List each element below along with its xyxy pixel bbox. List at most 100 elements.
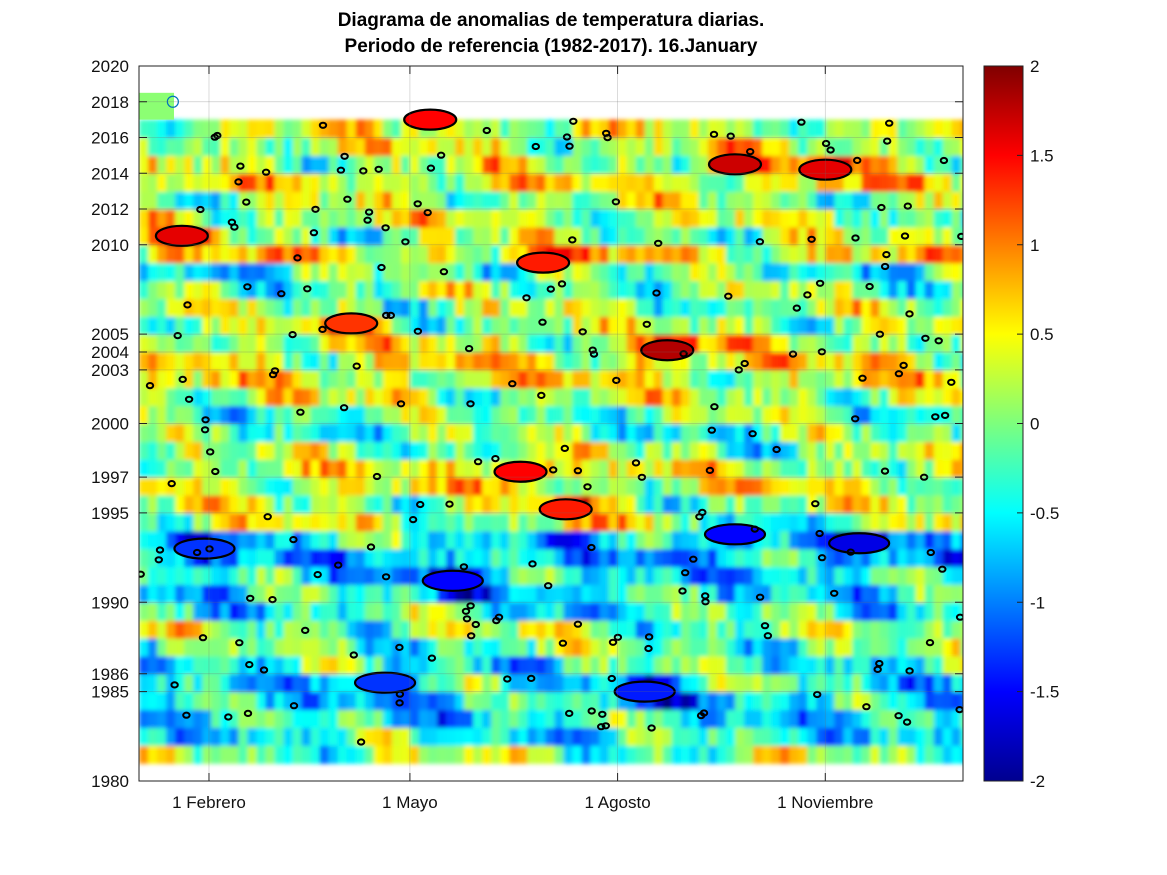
heatmap-cell — [753, 209, 763, 228]
heatmap-cell — [473, 638, 483, 657]
heatmap-cell — [825, 369, 835, 389]
y-axis: 1980198519861990199519972000200320042005… — [91, 57, 963, 791]
heatmap-cell — [166, 352, 176, 371]
heatmap-cell — [437, 173, 447, 192]
heatmap-cell — [193, 191, 203, 210]
colorbar-tick-label: -0.5 — [1030, 504, 1059, 523]
heatmap-cell — [491, 477, 501, 496]
heatmap-cell — [193, 655, 203, 675]
heatmap-cell — [762, 638, 772, 657]
heatmap-cell — [355, 584, 366, 603]
contour-speck — [363, 216, 372, 224]
heatmap-cell — [861, 477, 871, 496]
heatmap-cell — [662, 387, 673, 407]
heatmap-cell — [572, 352, 582, 371]
contour-speck — [491, 455, 500, 463]
y-tick-label: 1990 — [91, 593, 129, 612]
heatmap-cell — [563, 655, 573, 675]
heatmap-cell — [310, 441, 321, 460]
heatmap-cell — [446, 441, 456, 460]
heatmap-cell — [671, 298, 682, 317]
heatmap-cell — [455, 405, 465, 425]
heatmap-cell — [491, 280, 501, 299]
heatmap-cell — [726, 638, 736, 657]
heatmap-cell — [157, 387, 167, 407]
heatmap-cell — [400, 191, 411, 210]
heatmap-cell — [698, 727, 709, 746]
heatmap-cell — [861, 691, 871, 711]
heatmap-cell — [202, 155, 212, 174]
heatmap-cell — [789, 423, 799, 442]
heatmap-cell — [274, 530, 285, 550]
heatmap-cell — [491, 602, 501, 621]
heatmap-cell — [527, 352, 537, 371]
heatmap-cell — [689, 423, 700, 442]
heatmap-cell — [166, 262, 176, 282]
heatmap-cell — [906, 691, 917, 711]
heatmap-cell — [545, 405, 555, 425]
heatmap-cell — [265, 280, 275, 299]
heatmap-cell — [139, 530, 149, 550]
heatmap-cell — [707, 352, 718, 371]
heatmap-cell — [292, 655, 303, 675]
heatmap-cell — [310, 119, 321, 139]
contour-speck — [277, 290, 286, 298]
heatmap-cell — [608, 423, 619, 442]
heatmap-cell — [337, 441, 348, 460]
heatmap-cell — [834, 191, 844, 210]
colorbar-tick-label: 1.5 — [1030, 146, 1054, 165]
heatmap-cell — [644, 191, 655, 210]
contour-speck — [921, 334, 930, 342]
heatmap-cell — [554, 727, 564, 746]
heatmap-cell — [418, 352, 429, 371]
heatmap-cell — [337, 709, 348, 728]
heatmap-cell — [897, 655, 908, 675]
heatmap-cell — [373, 209, 384, 228]
heatmap-cell — [924, 423, 935, 442]
heatmap-cell — [897, 727, 908, 746]
heatmap-cell — [807, 262, 817, 282]
heatmap-cell — [590, 280, 601, 299]
heatmap-cell — [906, 638, 917, 657]
contour-speck — [235, 639, 244, 647]
heatmap-cell — [482, 191, 492, 210]
heatmap-cell — [915, 244, 926, 264]
heatmap-cell — [382, 655, 393, 675]
heatmap-cell — [211, 262, 221, 282]
heatmap-cell — [148, 530, 158, 550]
heatmap-cell — [157, 369, 167, 389]
contour-speck — [573, 620, 583, 628]
heatmap-cell — [364, 745, 375, 764]
heatmap-cell — [509, 727, 519, 746]
heatmap-cell — [626, 602, 637, 621]
heatmap-cell — [400, 209, 411, 228]
heatmap-cell — [960, 352, 963, 371]
contour-speck — [395, 699, 404, 707]
heatmap-cell — [518, 119, 528, 139]
heatmap-cell — [933, 477, 944, 496]
heatmap-cell — [951, 584, 962, 603]
heatmap-cell — [581, 566, 592, 585]
heatmap-cell — [942, 173, 953, 192]
heatmap-cell — [635, 459, 646, 478]
heatmap-cell — [301, 423, 312, 442]
heatmap-cell — [382, 441, 393, 460]
heatmap-cell — [698, 441, 709, 460]
heatmap-cell — [464, 495, 474, 514]
heatmap-cell — [310, 548, 321, 568]
heatmap-cell — [572, 727, 582, 746]
heatmap-cell — [292, 620, 303, 639]
heatmap-cell — [933, 709, 944, 728]
heatmap-cell — [527, 655, 537, 675]
heatmap-cell — [509, 441, 519, 460]
heatmap-cell — [852, 548, 862, 568]
heatmap-cell — [960, 584, 963, 603]
heatmap-cell — [707, 334, 718, 353]
heatmap-cell — [735, 566, 745, 585]
heatmap-cell — [635, 405, 646, 425]
heatmap-cell — [599, 673, 610, 693]
heatmap-cell — [193, 173, 203, 192]
heatmap-cell — [527, 423, 537, 442]
heatmap-cell — [482, 566, 492, 585]
contour-speck — [919, 473, 929, 481]
